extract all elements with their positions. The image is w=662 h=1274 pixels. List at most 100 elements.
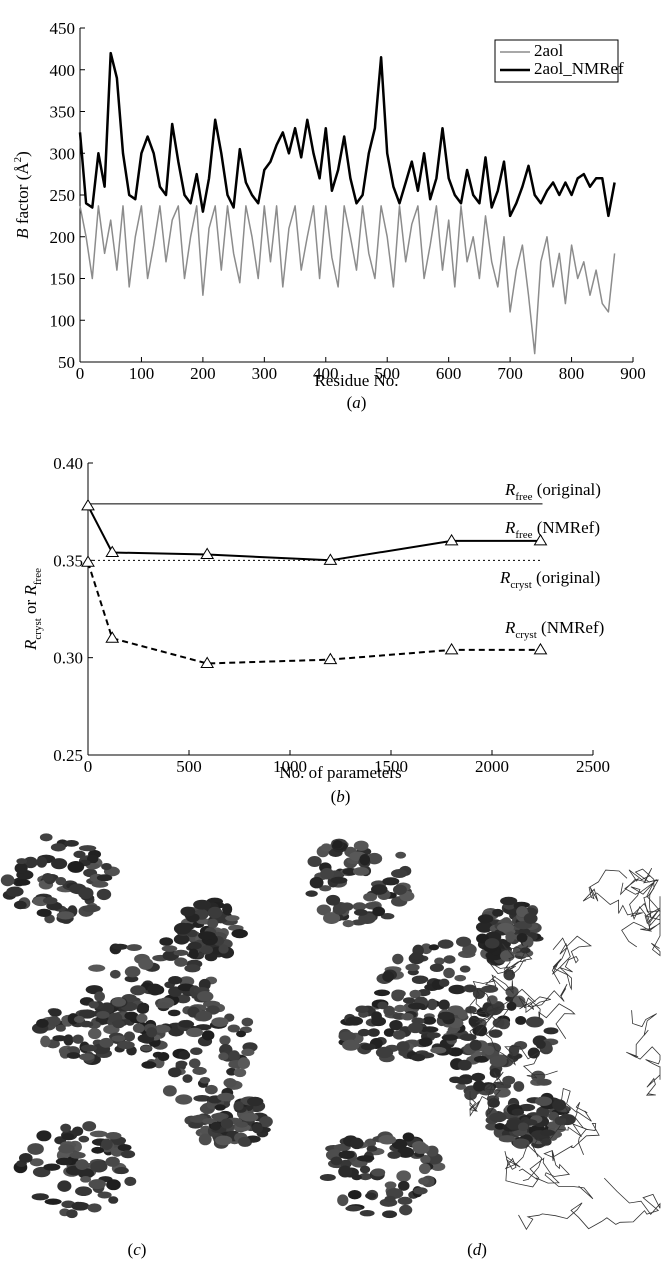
atom-blob xyxy=(524,913,538,924)
atom-blob xyxy=(471,1073,485,1082)
text-part: (NMRef) xyxy=(537,618,605,637)
atom-blob xyxy=(218,1052,228,1060)
text-part: factor (Å xyxy=(13,162,32,229)
atom-blob xyxy=(201,945,213,954)
atom-blob xyxy=(371,1011,382,1021)
atom-blob xyxy=(14,901,27,910)
atom-blob xyxy=(515,1016,526,1025)
atom-blob xyxy=(178,1051,190,1060)
atom-blob xyxy=(158,1052,170,1061)
text-part: ) xyxy=(481,1240,487,1259)
atom-blob xyxy=(73,1034,84,1043)
atom-blob xyxy=(485,938,500,948)
atom-blob xyxy=(305,890,317,896)
atom-blob xyxy=(69,1152,85,1159)
atom-blob xyxy=(359,854,370,865)
atom-blob xyxy=(196,1011,213,1022)
y-axis-label: Rcryst or Rfree xyxy=(21,568,44,651)
text-part: cryst xyxy=(510,579,531,591)
text-part: ) xyxy=(361,393,367,412)
atom-blob xyxy=(443,968,455,978)
atom-blob xyxy=(355,1006,368,1013)
atom-blob xyxy=(460,966,471,973)
atom-blob xyxy=(512,1109,524,1116)
atom-blob xyxy=(90,1161,107,1173)
atom-blob xyxy=(338,1165,352,1177)
text-part: free xyxy=(515,491,532,503)
atom-blob xyxy=(197,991,213,1002)
atom-blob xyxy=(536,1079,551,1086)
text-part: R xyxy=(504,480,516,499)
atom-blob xyxy=(413,1143,430,1154)
atom-blob xyxy=(234,1101,244,1110)
y-tick-label: 350 xyxy=(50,103,76,122)
atom-blob xyxy=(513,1139,530,1149)
atom-blob xyxy=(399,1205,412,1216)
atom-blob xyxy=(146,1027,157,1037)
atom-blob xyxy=(464,1090,477,1100)
atom-blob xyxy=(330,877,347,884)
atom-blob xyxy=(489,1113,507,1123)
atom-blob xyxy=(438,939,454,948)
atom-blob xyxy=(105,1157,119,1167)
atom-blob xyxy=(481,985,498,992)
text-part: ) xyxy=(13,151,32,157)
triangle-marker xyxy=(106,632,118,642)
text-part: (NMRef) xyxy=(532,518,600,537)
atom-blob xyxy=(75,1159,88,1170)
atom-blob xyxy=(384,1196,395,1203)
atom-blob xyxy=(229,1050,240,1062)
atom-blob xyxy=(101,1138,113,1150)
atom-blob xyxy=(517,933,528,943)
atom-blob xyxy=(394,1005,406,1013)
atom-blob xyxy=(393,1030,406,1040)
legend-label: 2aol xyxy=(534,41,564,60)
atom-blob xyxy=(333,840,343,849)
atom-blob xyxy=(354,841,369,851)
atom-blob xyxy=(376,1047,393,1058)
atom-blob xyxy=(40,1036,50,1048)
atom-blob xyxy=(392,990,406,998)
atom-blob xyxy=(202,1030,215,1040)
atom-blob xyxy=(536,1040,546,1049)
atom-blob xyxy=(411,1054,425,1061)
atom-blob xyxy=(484,1046,494,1055)
atom-blob xyxy=(184,964,200,972)
atom-blob xyxy=(535,1096,552,1106)
atom-blob xyxy=(66,1209,77,1218)
atom-blob xyxy=(354,909,368,916)
atom-blob xyxy=(207,918,218,928)
atom-blob xyxy=(159,937,173,946)
atom-blob xyxy=(360,1210,375,1216)
atom-blob xyxy=(199,1134,212,1146)
atom-blob xyxy=(397,1041,410,1051)
text-part: R xyxy=(504,518,516,537)
series-label: Rfree (NMRef) xyxy=(504,518,600,541)
atom-blob xyxy=(357,1155,375,1161)
atom-blob xyxy=(180,907,195,917)
triangle-marker xyxy=(106,547,118,557)
atom-blob xyxy=(92,881,109,888)
text-part: ) xyxy=(345,787,351,806)
atom-blob xyxy=(97,889,111,900)
atom-blob xyxy=(241,1049,254,1056)
atom-blob xyxy=(52,1035,66,1041)
atom-blob xyxy=(423,1016,436,1024)
atom-blob xyxy=(42,873,53,882)
atom-blob xyxy=(444,955,456,963)
series-line xyxy=(80,206,615,354)
structure-image xyxy=(305,839,660,1230)
atom-blob xyxy=(56,877,67,885)
atom-blob xyxy=(156,1002,171,1008)
atom-blob xyxy=(130,985,146,995)
atom-blob xyxy=(49,1008,62,1016)
x-tick-label: 0 xyxy=(84,757,93,776)
atom-blob xyxy=(1,874,15,886)
atom-blob xyxy=(408,1023,423,1033)
atom-blob xyxy=(363,893,377,902)
text-part: R xyxy=(499,568,511,587)
y-tick-label: 50 xyxy=(58,353,75,372)
atom-blob xyxy=(337,1194,348,1206)
atom-blob xyxy=(168,1010,181,1017)
atom-blob xyxy=(189,1058,201,1068)
